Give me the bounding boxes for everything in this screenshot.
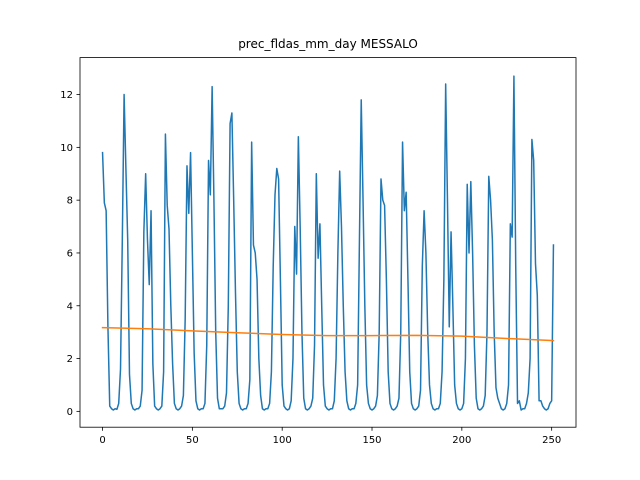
- y-tick-label: 0: [67, 407, 73, 418]
- y-tick-label: 8: [67, 196, 73, 207]
- data-line: [101, 75, 555, 411]
- x-tick-label: 150: [362, 435, 381, 446]
- x-tick-label: 200: [452, 435, 471, 446]
- x-tick-label: 100: [273, 435, 292, 446]
- chart-title: prec_fldas_mm_day MESSALO: [238, 37, 418, 51]
- x-tick-label: 0: [99, 435, 105, 446]
- y-tick-label: 12: [60, 90, 73, 101]
- data-line: [101, 326, 555, 342]
- y-tick-label: 10: [60, 143, 73, 154]
- x-tick-label: 250: [542, 435, 561, 446]
- y-tick-label: 6: [67, 248, 73, 259]
- y-tick-label: 2: [67, 354, 73, 365]
- y-tick-label: 4: [67, 301, 73, 312]
- plot-frame: [79, 57, 577, 428]
- x-tick-label: 50: [186, 435, 199, 446]
